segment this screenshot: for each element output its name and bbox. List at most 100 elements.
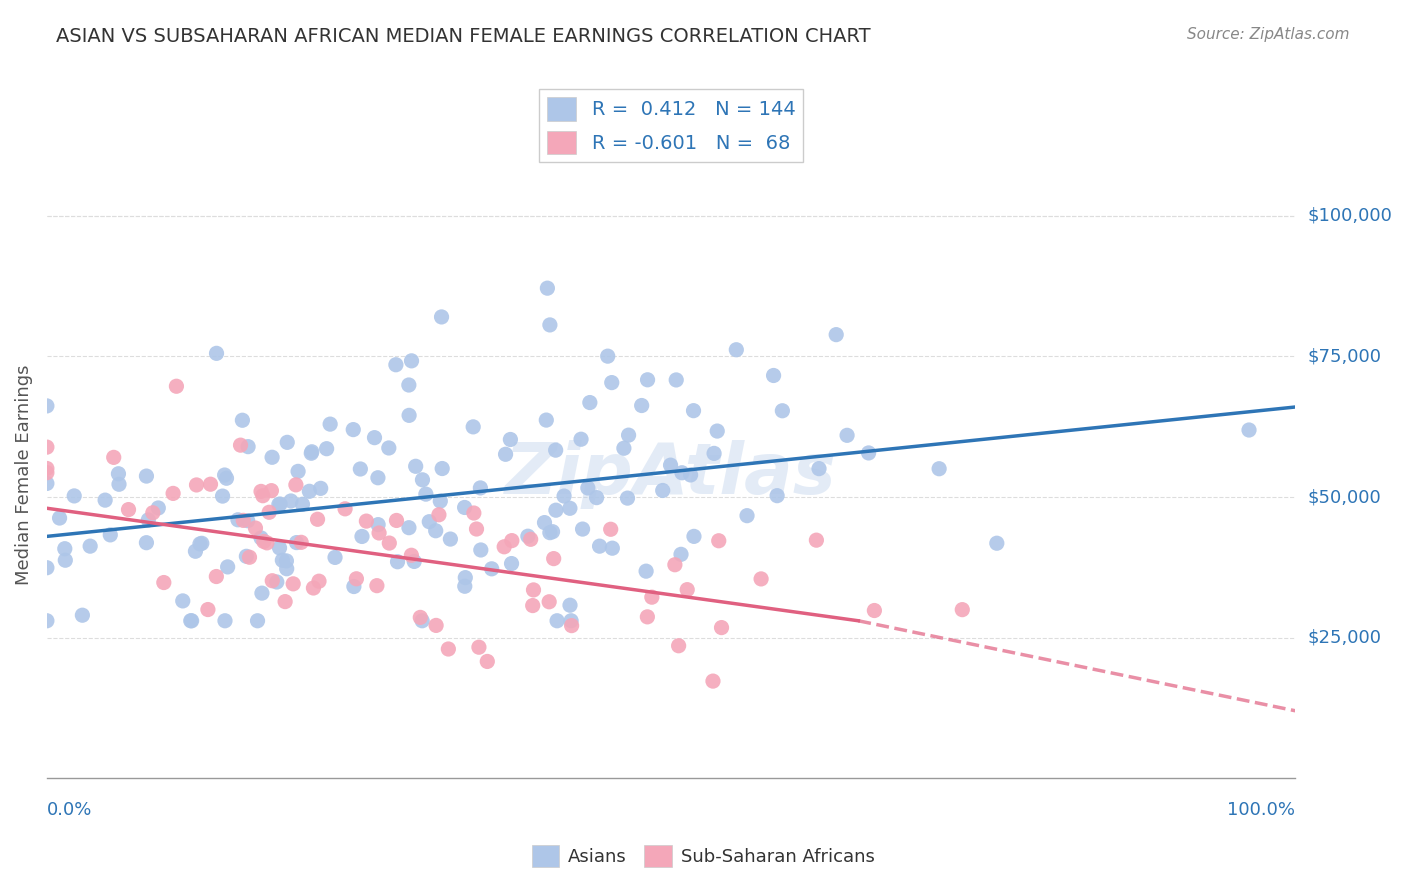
Point bbox=[217, 560, 239, 574]
Point bbox=[250, 484, 273, 499]
Point bbox=[256, 536, 278, 550]
Point bbox=[671, 466, 693, 480]
Point bbox=[72, 608, 94, 623]
Point bbox=[287, 464, 309, 478]
Point bbox=[766, 489, 789, 503]
Text: ZipAtlas: ZipAtlas bbox=[505, 440, 837, 509]
Point bbox=[215, 471, 238, 485]
Point bbox=[205, 569, 228, 583]
Point bbox=[501, 533, 523, 548]
Point bbox=[252, 489, 274, 503]
Point bbox=[702, 674, 724, 689]
Point bbox=[463, 420, 485, 434]
Point bbox=[613, 442, 636, 456]
Point bbox=[235, 549, 257, 564]
Point bbox=[180, 614, 202, 628]
Point bbox=[682, 403, 704, 417]
Point bbox=[280, 494, 302, 508]
Point bbox=[148, 500, 170, 515]
Point bbox=[538, 525, 561, 540]
Point bbox=[205, 346, 228, 360]
Point bbox=[142, 506, 165, 520]
Point bbox=[153, 575, 176, 590]
Point bbox=[35, 399, 58, 413]
Point bbox=[290, 535, 312, 549]
Point bbox=[307, 512, 329, 526]
Point bbox=[117, 502, 139, 516]
Point bbox=[367, 471, 389, 485]
Point bbox=[98, 528, 121, 542]
Point bbox=[35, 614, 58, 628]
Point bbox=[250, 586, 273, 600]
Point bbox=[79, 539, 101, 553]
Point bbox=[665, 373, 688, 387]
Point bbox=[309, 481, 332, 495]
Point bbox=[725, 343, 748, 357]
Point bbox=[499, 433, 522, 447]
Point bbox=[538, 318, 561, 332]
Point bbox=[323, 550, 346, 565]
Point bbox=[136, 513, 159, 527]
Point bbox=[928, 461, 950, 475]
Point bbox=[398, 409, 420, 423]
Point bbox=[465, 522, 488, 536]
Point bbox=[401, 354, 423, 368]
Point bbox=[617, 428, 640, 442]
Legend: R =  0.412   N = 144, R = -0.601   N =  68: R = 0.412 N = 144, R = -0.601 N = 68 bbox=[538, 89, 803, 162]
Point bbox=[269, 497, 291, 511]
Point bbox=[538, 595, 561, 609]
Point bbox=[387, 555, 409, 569]
Point bbox=[481, 562, 503, 576]
Point bbox=[585, 491, 607, 505]
Point bbox=[516, 529, 538, 543]
Point bbox=[267, 497, 290, 511]
Point bbox=[53, 541, 76, 556]
Point bbox=[226, 513, 249, 527]
Point bbox=[579, 395, 602, 409]
Point bbox=[571, 522, 593, 536]
Point bbox=[477, 655, 499, 669]
Point bbox=[35, 466, 58, 480]
Point bbox=[495, 447, 517, 461]
Point bbox=[439, 532, 461, 546]
Point bbox=[664, 558, 686, 572]
Point bbox=[411, 614, 433, 628]
Point bbox=[262, 450, 284, 465]
Point bbox=[269, 541, 291, 555]
Point bbox=[576, 481, 599, 495]
Point bbox=[191, 536, 214, 550]
Point bbox=[735, 508, 758, 523]
Point bbox=[253, 534, 276, 549]
Point bbox=[344, 572, 367, 586]
Point bbox=[683, 529, 706, 543]
Point bbox=[238, 550, 260, 565]
Point bbox=[315, 442, 337, 456]
Point bbox=[298, 484, 321, 499]
Text: ASIAN VS SUBSAHARAN AFRICAN MEDIAN FEMALE EARNINGS CORRELATION CHART: ASIAN VS SUBSAHARAN AFRICAN MEDIAN FEMAL… bbox=[56, 27, 870, 45]
Point bbox=[425, 524, 447, 538]
Point bbox=[522, 599, 544, 613]
Point bbox=[63, 489, 86, 503]
Point bbox=[710, 621, 733, 635]
Point bbox=[986, 536, 1008, 550]
Text: 0.0%: 0.0% bbox=[46, 801, 93, 819]
Point bbox=[108, 477, 131, 491]
Point bbox=[378, 441, 401, 455]
Legend: Asians, Sub-Saharan Africans: Asians, Sub-Saharan Africans bbox=[524, 838, 882, 874]
Point bbox=[231, 413, 253, 427]
Point bbox=[271, 553, 294, 567]
Point bbox=[599, 522, 621, 536]
Point bbox=[651, 483, 673, 498]
Point bbox=[250, 531, 273, 545]
Point bbox=[703, 446, 725, 460]
Point bbox=[301, 444, 323, 458]
Point bbox=[48, 511, 70, 525]
Point bbox=[378, 536, 401, 550]
Point bbox=[427, 508, 450, 522]
Point bbox=[418, 515, 440, 529]
Point bbox=[835, 428, 858, 442]
Point bbox=[762, 368, 785, 383]
Point bbox=[366, 579, 388, 593]
Point bbox=[232, 513, 254, 527]
Point bbox=[519, 533, 541, 547]
